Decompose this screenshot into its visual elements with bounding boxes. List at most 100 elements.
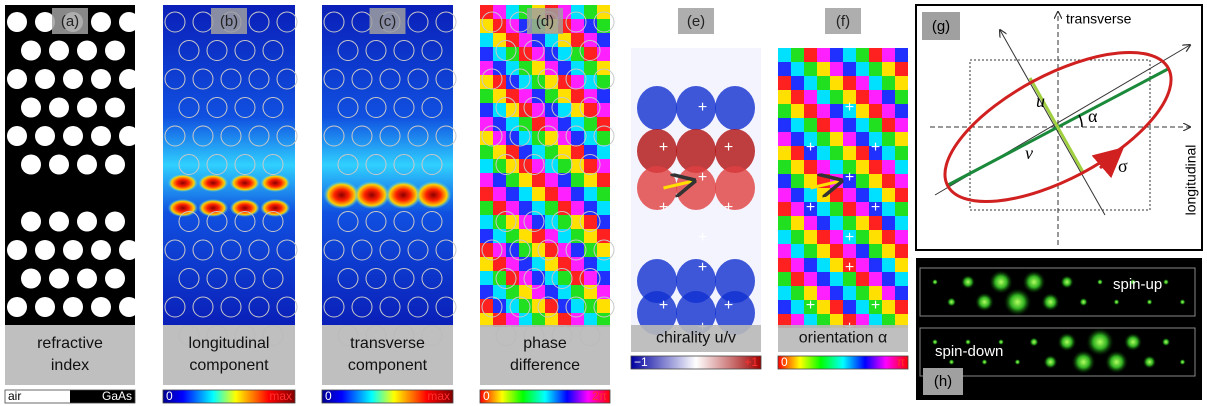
mode-spot — [946, 297, 957, 307]
phase-cell — [519, 145, 532, 159]
phase-cell — [869, 48, 882, 62]
field-spot — [385, 181, 422, 209]
mode-spot — [1003, 288, 1032, 316]
phase-cell — [804, 62, 817, 76]
phase-cell — [791, 76, 804, 90]
air-hole — [220, 125, 242, 147]
air-hole — [91, 297, 111, 317]
air-hole — [407, 239, 429, 261]
air-hole — [164, 68, 186, 90]
phase-cell — [493, 229, 506, 243]
phase-cell — [817, 118, 830, 132]
panel-label: orientation α — [799, 330, 887, 347]
field-spot — [260, 199, 291, 217]
phase-cell — [895, 314, 908, 328]
phase-cell — [506, 159, 519, 173]
phase-cell — [480, 229, 493, 243]
phase-cell — [778, 174, 791, 188]
phase-cell — [882, 244, 895, 258]
phase-cell — [791, 62, 804, 76]
field-spot — [167, 199, 198, 217]
phase-cell — [869, 146, 882, 160]
phase-cell — [817, 90, 830, 104]
air-hole — [276, 68, 298, 90]
chirality-lobe — [715, 166, 755, 210]
phase-cell — [843, 300, 856, 314]
phase-cell — [856, 76, 869, 90]
longitudinal-label: longitudinal — [1183, 145, 1199, 216]
phase-cell — [843, 258, 856, 272]
panel-label: component — [348, 357, 428, 374]
phase-cell — [804, 300, 817, 314]
phase-cell — [895, 174, 908, 188]
colorbar-min: 0 — [483, 389, 490, 403]
air-hole — [509, 125, 531, 147]
air-hole — [551, 154, 573, 175]
phase-cell — [791, 202, 804, 216]
singularity-plus: + — [698, 99, 707, 116]
mode-spot — [1060, 275, 1074, 289]
colorbar — [4, 389, 136, 404]
phase-cell — [519, 89, 532, 103]
phase-cell — [778, 230, 791, 244]
air-hole — [523, 268, 545, 289]
phase-cell — [830, 314, 843, 328]
phase-cell — [895, 146, 908, 160]
phase-cell — [571, 145, 584, 159]
chirality-lobe — [715, 129, 755, 173]
air-hole — [7, 69, 27, 89]
phase-cell — [804, 314, 817, 328]
singularity-plus: + — [871, 139, 880, 156]
air-hole — [234, 154, 256, 175]
colorbar-min: 0 — [325, 389, 332, 403]
air-hole — [421, 211, 443, 232]
phase-cell — [532, 229, 545, 243]
phase-cell — [882, 132, 895, 146]
phase-cell — [480, 33, 493, 47]
phase-cell — [856, 230, 869, 244]
phase-cell — [791, 48, 804, 62]
air-hole — [49, 268, 69, 289]
phase-cell — [804, 258, 817, 272]
air-hole — [481, 296, 503, 318]
phase-cell — [506, 243, 519, 257]
panel-label: phase — [523, 335, 567, 352]
air-hole — [537, 239, 559, 261]
panel-label: chirality u/v — [656, 330, 736, 347]
air-hole — [365, 211, 387, 232]
phase-cell — [493, 61, 506, 75]
phase-cell — [532, 145, 545, 159]
phase-cell — [558, 243, 571, 257]
letter-box — [923, 368, 963, 395]
air-hole — [7, 240, 27, 260]
air-hole — [379, 296, 401, 318]
air-hole — [481, 11, 503, 33]
phase-cell — [778, 104, 791, 118]
phase-cell — [519, 201, 532, 215]
phase-cell — [856, 48, 869, 62]
phase-cell — [817, 258, 830, 272]
phase-cell — [558, 75, 571, 89]
phase-cell — [597, 243, 610, 257]
air-hole — [523, 154, 545, 175]
phase-cell — [558, 201, 571, 215]
air-hole — [276, 239, 298, 261]
v-label: v — [1025, 143, 1033, 163]
phase-cell — [882, 174, 895, 188]
phase-cell — [571, 285, 584, 299]
phase-cell — [493, 89, 506, 103]
phase-cell — [506, 131, 519, 145]
phase-cell — [480, 215, 493, 229]
phase-cell — [817, 216, 830, 230]
phase-cell — [506, 75, 519, 89]
air-hole — [7, 126, 27, 146]
phase-cell — [493, 33, 506, 47]
phase-cell — [558, 159, 571, 173]
phase-cell — [804, 244, 817, 258]
panel-image — [163, 5, 295, 325]
phase-cell — [791, 258, 804, 272]
phase-cell — [869, 132, 882, 146]
phase-cell — [571, 75, 584, 89]
phase-cell — [804, 160, 817, 174]
phase-cell — [558, 187, 571, 201]
